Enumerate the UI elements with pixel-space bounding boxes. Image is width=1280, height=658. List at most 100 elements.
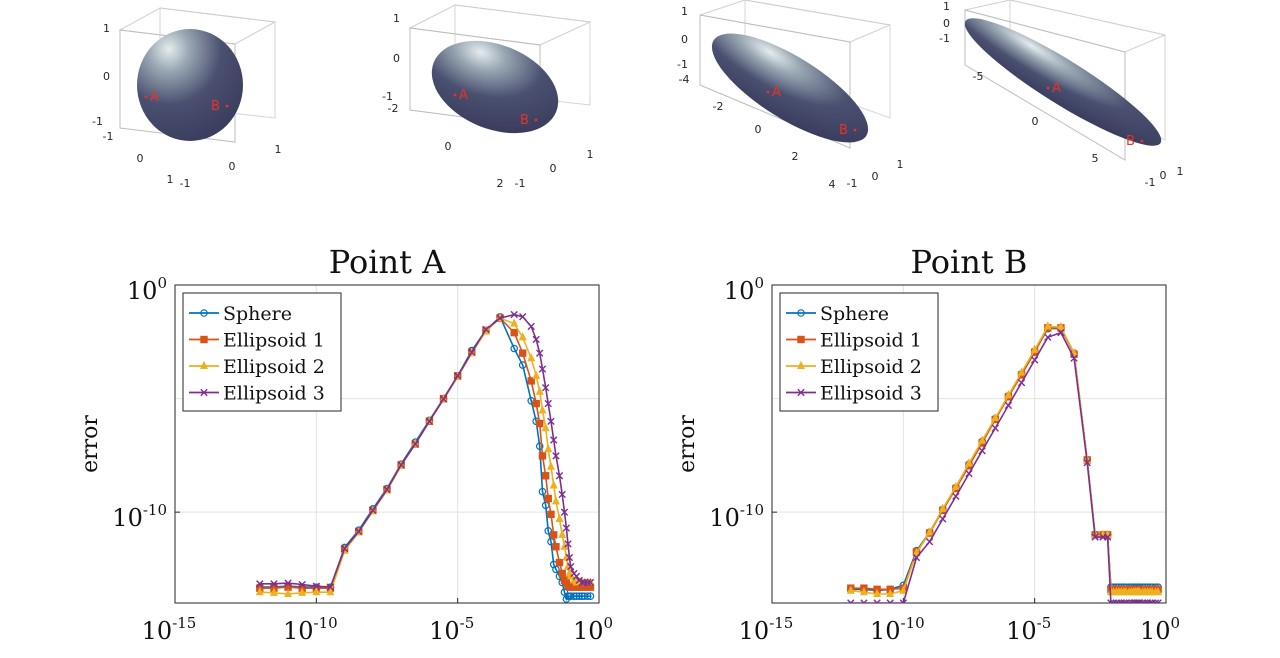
legend-item: Sphere (786, 303, 889, 325)
data-point (482, 325, 490, 334)
ellipsoid-surface (711, 33, 869, 143)
data-point (269, 587, 278, 596)
point-b-marker (225, 104, 229, 108)
data-point (1083, 459, 1091, 467)
data-point (925, 538, 934, 546)
data-point (510, 318, 519, 327)
z-tick-label: 0 (103, 70, 110, 83)
legend-label: Ellipsoid 2 (223, 356, 325, 378)
data-point (397, 461, 405, 469)
data-point (567, 562, 575, 571)
data-point (527, 353, 536, 362)
series-3 (256, 310, 595, 591)
y-tick-label: -1 (180, 177, 191, 190)
data-point (536, 349, 544, 357)
data-point (797, 388, 805, 397)
legend-item: Ellipsoid 3 (786, 383, 922, 405)
ellipsoid-surface (431, 40, 559, 134)
z-tick-label: -1 (382, 90, 393, 103)
data-point (964, 458, 973, 467)
data-point (1107, 599, 1115, 603)
legend-label: Ellipsoid 1 (223, 330, 325, 352)
data-point (544, 399, 552, 408)
legend-label: Ellipsoid 1 (820, 330, 922, 352)
data-point (538, 452, 547, 460)
data-point (912, 553, 921, 562)
data-point (1109, 599, 1118, 603)
y-tick-label: 1 (897, 158, 904, 171)
x-tick-label: 1 (167, 173, 174, 186)
data-point (369, 506, 377, 515)
data-point (1057, 328, 1065, 337)
x-tick-label: 0 (1032, 115, 1039, 128)
y-tick-label: -1 (847, 177, 858, 190)
data-point (544, 494, 552, 503)
data-point (912, 547, 921, 556)
data-point (552, 543, 560, 551)
data-point (1017, 379, 1026, 387)
legend: Sphere Ellipsoid 1 Ellipsoid 2 Ellipsoid 3 (182, 292, 342, 412)
data-point (1103, 533, 1112, 541)
data-point (547, 510, 555, 519)
x-tick-label: 10-15 (142, 614, 197, 645)
data-point (270, 580, 278, 588)
data-point (326, 583, 335, 591)
data-point (1043, 321, 1052, 330)
data-point (532, 335, 540, 344)
data-point (256, 580, 264, 588)
point-b-marker (1140, 139, 1144, 143)
data-point (1004, 401, 1013, 410)
data-point (583, 592, 592, 600)
data-point (538, 405, 547, 414)
data-point (550, 436, 558, 444)
data-point (312, 587, 321, 596)
data-point (411, 440, 419, 448)
data-point (532, 399, 540, 408)
x-tick-label: -2 (388, 102, 399, 115)
x-tick-label: 10-10 (283, 614, 338, 645)
data-point (558, 569, 566, 578)
point-a-label: A (459, 88, 468, 103)
data-point (527, 377, 535, 385)
data-point (284, 588, 293, 598)
legend-item: Ellipsoid 2 (786, 356, 922, 378)
data-point (859, 587, 868, 596)
data-point (939, 515, 947, 523)
ellipsoid-panel: 10-1-505-10 1AB (939, 0, 1184, 189)
data-point (255, 587, 264, 596)
legend-label: Sphere (820, 303, 889, 325)
z-tick-label: -1 (92, 115, 103, 128)
point-a-marker (1046, 86, 1050, 90)
legend-item: Ellipsoid 3 (189, 383, 325, 405)
data-point (199, 360, 209, 370)
data-point (1154, 587, 1163, 596)
data-point (796, 360, 806, 370)
data-point (532, 370, 541, 379)
y-tick-label: 1 (587, 148, 594, 161)
z-tick-label: 1 (943, 0, 950, 13)
box-top (408, 4, 592, 46)
y-axis-label: error (78, 415, 103, 473)
data-point (439, 395, 448, 403)
data-point (200, 309, 208, 317)
data-point (1151, 599, 1160, 603)
data-point (550, 531, 558, 539)
z-tick-label: -1 (677, 58, 688, 71)
data-point (991, 412, 1000, 422)
x-tick-label: 100 (573, 614, 613, 645)
legend-label: Ellipsoid 3 (223, 383, 325, 405)
data-point (547, 417, 555, 425)
data-point (200, 388, 208, 397)
x-tick-label: 4 (829, 178, 836, 191)
x-tick-label: -5 (973, 70, 984, 83)
data-point (578, 578, 586, 587)
data-point (298, 587, 307, 596)
data-point (797, 335, 805, 344)
data-point (575, 592, 584, 600)
y-tick-label: 1 (275, 143, 282, 156)
x-tick-label: 10-5 (1006, 614, 1051, 645)
data-point (510, 310, 518, 319)
